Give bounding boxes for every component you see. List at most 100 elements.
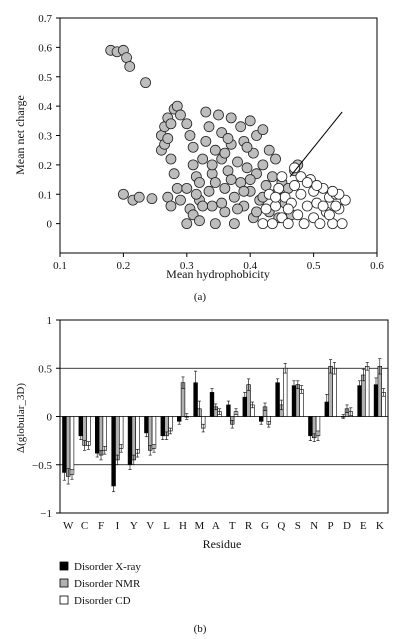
scatter-y-tick-label: 0	[47, 219, 53, 231]
bar-x-tick-label: V	[146, 520, 154, 532]
scatter-x-tick-label: 0.3	[180, 260, 194, 272]
scatter-point	[187, 141, 199, 153]
panel-a-label: (a)	[194, 291, 207, 303]
bar-x-tick-label: A	[212, 520, 220, 532]
scatter-point	[171, 182, 183, 194]
scatter-point	[200, 135, 212, 147]
scatter-point	[295, 188, 307, 200]
scatter-y-tick-label: 0.1	[38, 189, 52, 201]
scatter-x-ticks: 0.1 0.2 0.3 0.4 0.5 0.6	[53, 253, 384, 272]
scatter-y-tick-label: 0.2	[38, 160, 52, 172]
scatter-points	[105, 44, 351, 230]
scatter-point	[289, 162, 300, 174]
bar	[364, 366, 370, 417]
scatter-x-tick-label: 0.5	[307, 260, 321, 272]
bar	[131, 416, 136, 461]
bar	[151, 416, 157, 449]
scatter-point	[165, 153, 177, 165]
bar-x-tick-label: H	[179, 520, 187, 532]
bar-x-tick-label: N	[310, 520, 318, 532]
bar-y-ticks: 1 0.5 0 −0.5 −1	[32, 315, 60, 520]
scatter-point	[175, 194, 186, 206]
scatter-y-axis-label: Mean net charge	[13, 95, 27, 175]
bar-x-tick-label: Q	[277, 520, 285, 532]
bar-x-tick-label: R	[245, 520, 253, 532]
scatter-point	[162, 133, 174, 144]
scatter-y-ticks: 0 0.1 0.2 0.3 0.4 0.5 0.6 0.7	[38, 13, 60, 231]
scatter-point	[263, 144, 275, 156]
scatter-point	[206, 159, 218, 171]
bar-x-tick-label: P	[328, 520, 334, 532]
scatter-point	[266, 218, 278, 230]
scatter-point	[260, 203, 272, 215]
legend-swatch	[59, 578, 69, 588]
bar	[102, 416, 108, 451]
scatter-point	[327, 185, 339, 197]
scatter-point	[324, 209, 335, 221]
scatter-point	[175, 109, 186, 121]
legend-label: Disorder X-ray	[74, 561, 141, 573]
scatter-x-tick-label: 0.6	[370, 260, 384, 272]
bar	[98, 416, 104, 456]
scatter-point	[244, 115, 256, 127]
bar-x-tick-label: T	[229, 520, 236, 532]
scatter-point	[225, 174, 237, 185]
scatter-point	[232, 203, 243, 215]
scatter-point	[251, 206, 262, 218]
scatter-point	[200, 106, 212, 118]
bar	[62, 416, 67, 473]
bar	[332, 367, 337, 417]
bar	[135, 416, 140, 454]
scatter-point	[203, 121, 215, 133]
bar-y-tick-label: −1	[40, 508, 52, 520]
scatter-point	[244, 174, 256, 185]
scatter-point	[301, 177, 313, 188]
scatter-point	[270, 191, 281, 203]
bar	[295, 384, 300, 417]
scatter-point	[228, 218, 240, 230]
bar-x-tick-label: K	[376, 520, 384, 532]
scatter-point	[165, 118, 177, 130]
scatter-point	[241, 162, 253, 174]
bar-x-tick-label: G	[261, 520, 269, 532]
scatter-point	[124, 61, 136, 72]
bar-x-axis-label: Residue	[203, 537, 242, 551]
scatter-point	[228, 191, 240, 203]
scatter-point	[194, 177, 205, 188]
scatter-point	[209, 177, 221, 188]
bar-y-tick-label: 0.5	[38, 363, 52, 375]
scatter-point	[190, 188, 202, 200]
scatter-point	[336, 218, 348, 230]
bar-x-tick-label: L	[163, 520, 170, 532]
scatter-y-tick-label: 0.6	[38, 42, 52, 54]
scatter-point	[289, 180, 300, 191]
scatter-point	[270, 153, 281, 165]
scatter-point	[209, 144, 221, 156]
bar-x-tick-label: I	[116, 520, 120, 532]
scatter-point	[238, 185, 250, 197]
scatter-point	[165, 200, 177, 212]
scatter-point	[219, 182, 231, 194]
bar-y-tick-label: 0	[47, 412, 53, 424]
panel-b-label: (b)	[194, 623, 207, 635]
bar-y-tick-label: 1	[47, 315, 53, 327]
bar	[282, 367, 288, 417]
scatter-point	[168, 168, 180, 180]
scatter-x-tick-label: 0.2	[117, 260, 131, 272]
scatter-x-axis-label: Mean hydrophobicity	[166, 267, 270, 281]
scatter-y-tick-label: 0.4	[38, 101, 52, 113]
scatter-boundary-line	[289, 111, 343, 177]
scatter-point	[311, 180, 323, 191]
bar	[66, 416, 71, 477]
bar-x-tick-label: F	[98, 520, 104, 532]
scatter-point	[282, 218, 294, 230]
bar	[111, 416, 116, 487]
bar-legend: Disorder X-ray Disorder NMR Disorder CD	[59, 561, 141, 607]
scatter-panel: 00.10.20.30.40.50.60.7 0.1 0.2 0.3 0.4 0.5 0.…	[13, 13, 384, 303]
bar	[119, 416, 124, 449]
scatter-point	[298, 218, 310, 230]
scatter-point	[330, 200, 342, 212]
